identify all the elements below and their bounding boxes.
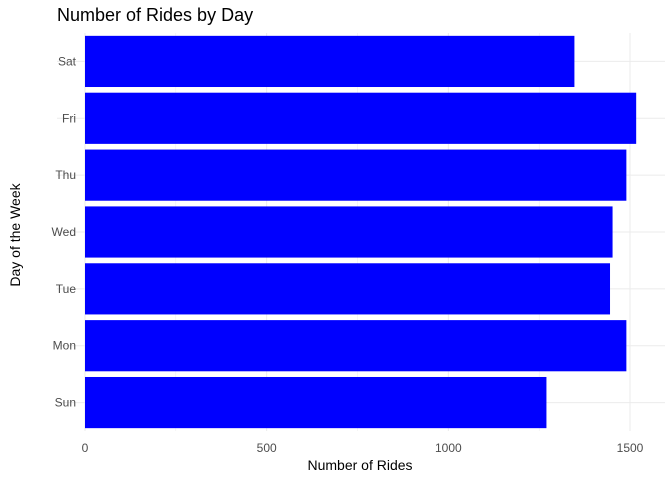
bar-mon — [85, 320, 627, 372]
bar-wed — [85, 206, 613, 258]
x-axis-title: Number of Rides — [307, 457, 412, 473]
x-tick-label: 0 — [82, 441, 89, 455]
y-axis-title: Day of the Week — [7, 182, 23, 286]
x-tick-label: 500 — [257, 441, 277, 455]
y-tick-label: Sat — [58, 54, 77, 68]
y-tick-label: Tue — [56, 282, 77, 296]
chart-title: Number of Rides by Day — [57, 5, 254, 25]
x-tick-label: 1000 — [435, 441, 462, 455]
x-tick-labels: 0 500 1000 1500 — [82, 441, 644, 455]
bar-sun — [85, 376, 547, 429]
bar-fri — [85, 92, 637, 144]
y-tick-label: Wed — [52, 225, 76, 239]
y-tick-label: Thu — [55, 168, 76, 182]
x-tick-label: 1500 — [617, 441, 644, 455]
y-tick-label: Sun — [55, 396, 76, 410]
bar-tue — [85, 263, 611, 315]
y-tick-label: Mon — [53, 339, 76, 353]
bar-sat — [85, 35, 575, 88]
y-tick-labels: Sun Mon Tue Wed Thu Fri Sat — [52, 54, 77, 409]
y-tick-label: Fri — [62, 111, 76, 125]
bar-thu — [85, 149, 627, 201]
bars-layer — [85, 35, 637, 429]
